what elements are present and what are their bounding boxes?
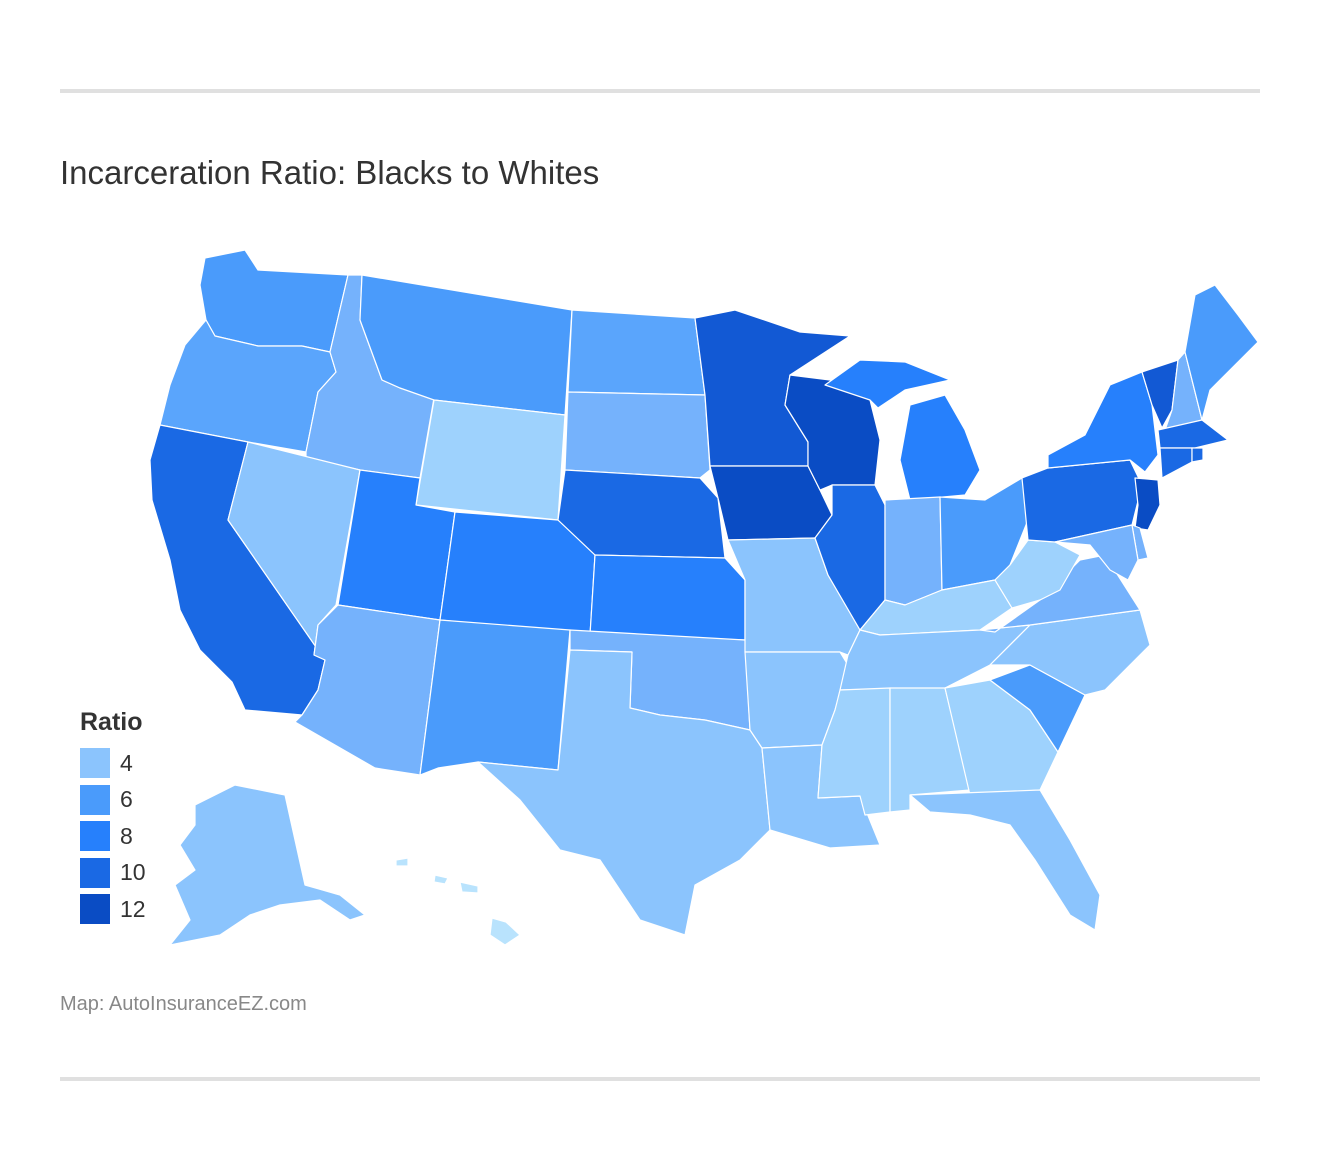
state-south-carolina[interactable] [989, 664, 1086, 753]
top-divider [60, 89, 1260, 93]
legend-swatch [80, 894, 110, 925]
state-maine[interactable] [1184, 284, 1259, 421]
legend-label: 12 [120, 895, 146, 922]
map-title: Incarceration Ratio: Blacks to Whites [60, 154, 600, 191]
state-new-jersey[interactable] [1134, 477, 1161, 531]
state-michigan[interactable] [899, 394, 981, 501]
legend-item: 12 [80, 891, 146, 928]
map-source-credit: Map: AutoInsuranceEZ.com [60, 993, 307, 1015]
state-texas[interactable] [477, 649, 771, 936]
legend-swatch [80, 784, 110, 815]
legend-label: 8 [120, 822, 133, 849]
bottom-divider [60, 1077, 1260, 1081]
legend-label: 4 [120, 749, 133, 776]
state-north-dakota[interactable] [567, 309, 706, 396]
state-rhode-island[interactable] [1191, 447, 1204, 463]
legend-item: 10 [80, 855, 146, 892]
state-vermont[interactable] [1141, 359, 1179, 429]
state-michigan-upper[interactable] [824, 359, 951, 409]
state-hawaii-islands[interactable] [395, 857, 479, 894]
legend-label: 6 [120, 786, 133, 813]
legend-item: 8 [80, 818, 146, 855]
legend-swatch [80, 821, 110, 852]
state-kansas[interactable] [589, 554, 746, 641]
state-massachusetts[interactable] [1157, 419, 1229, 449]
state-new-mexico[interactable] [419, 619, 571, 776]
legend-item: 4 [80, 745, 146, 782]
state-new-york[interactable] [1047, 371, 1159, 473]
state-florida[interactable] [909, 789, 1101, 931]
state-connecticut[interactable] [1159, 447, 1193, 479]
legend-label: 10 [120, 859, 146, 886]
legend-item: 6 [80, 782, 146, 819]
state-south-dakota[interactable] [564, 391, 711, 479]
legend-title: Ratio [80, 708, 143, 736]
state-alaska[interactable] [169, 784, 366, 946]
map-legend: Ratio 4 6 8 10 12 [80, 708, 146, 928]
state-hawaii[interactable] [489, 917, 521, 946]
state-washington[interactable] [199, 249, 349, 353]
legend-swatch [80, 748, 110, 779]
legend-swatch [80, 857, 110, 888]
state-wyoming[interactable] [415, 399, 566, 521]
state-indiana[interactable] [884, 496, 943, 606]
state-maryland[interactable] [1054, 524, 1139, 581]
